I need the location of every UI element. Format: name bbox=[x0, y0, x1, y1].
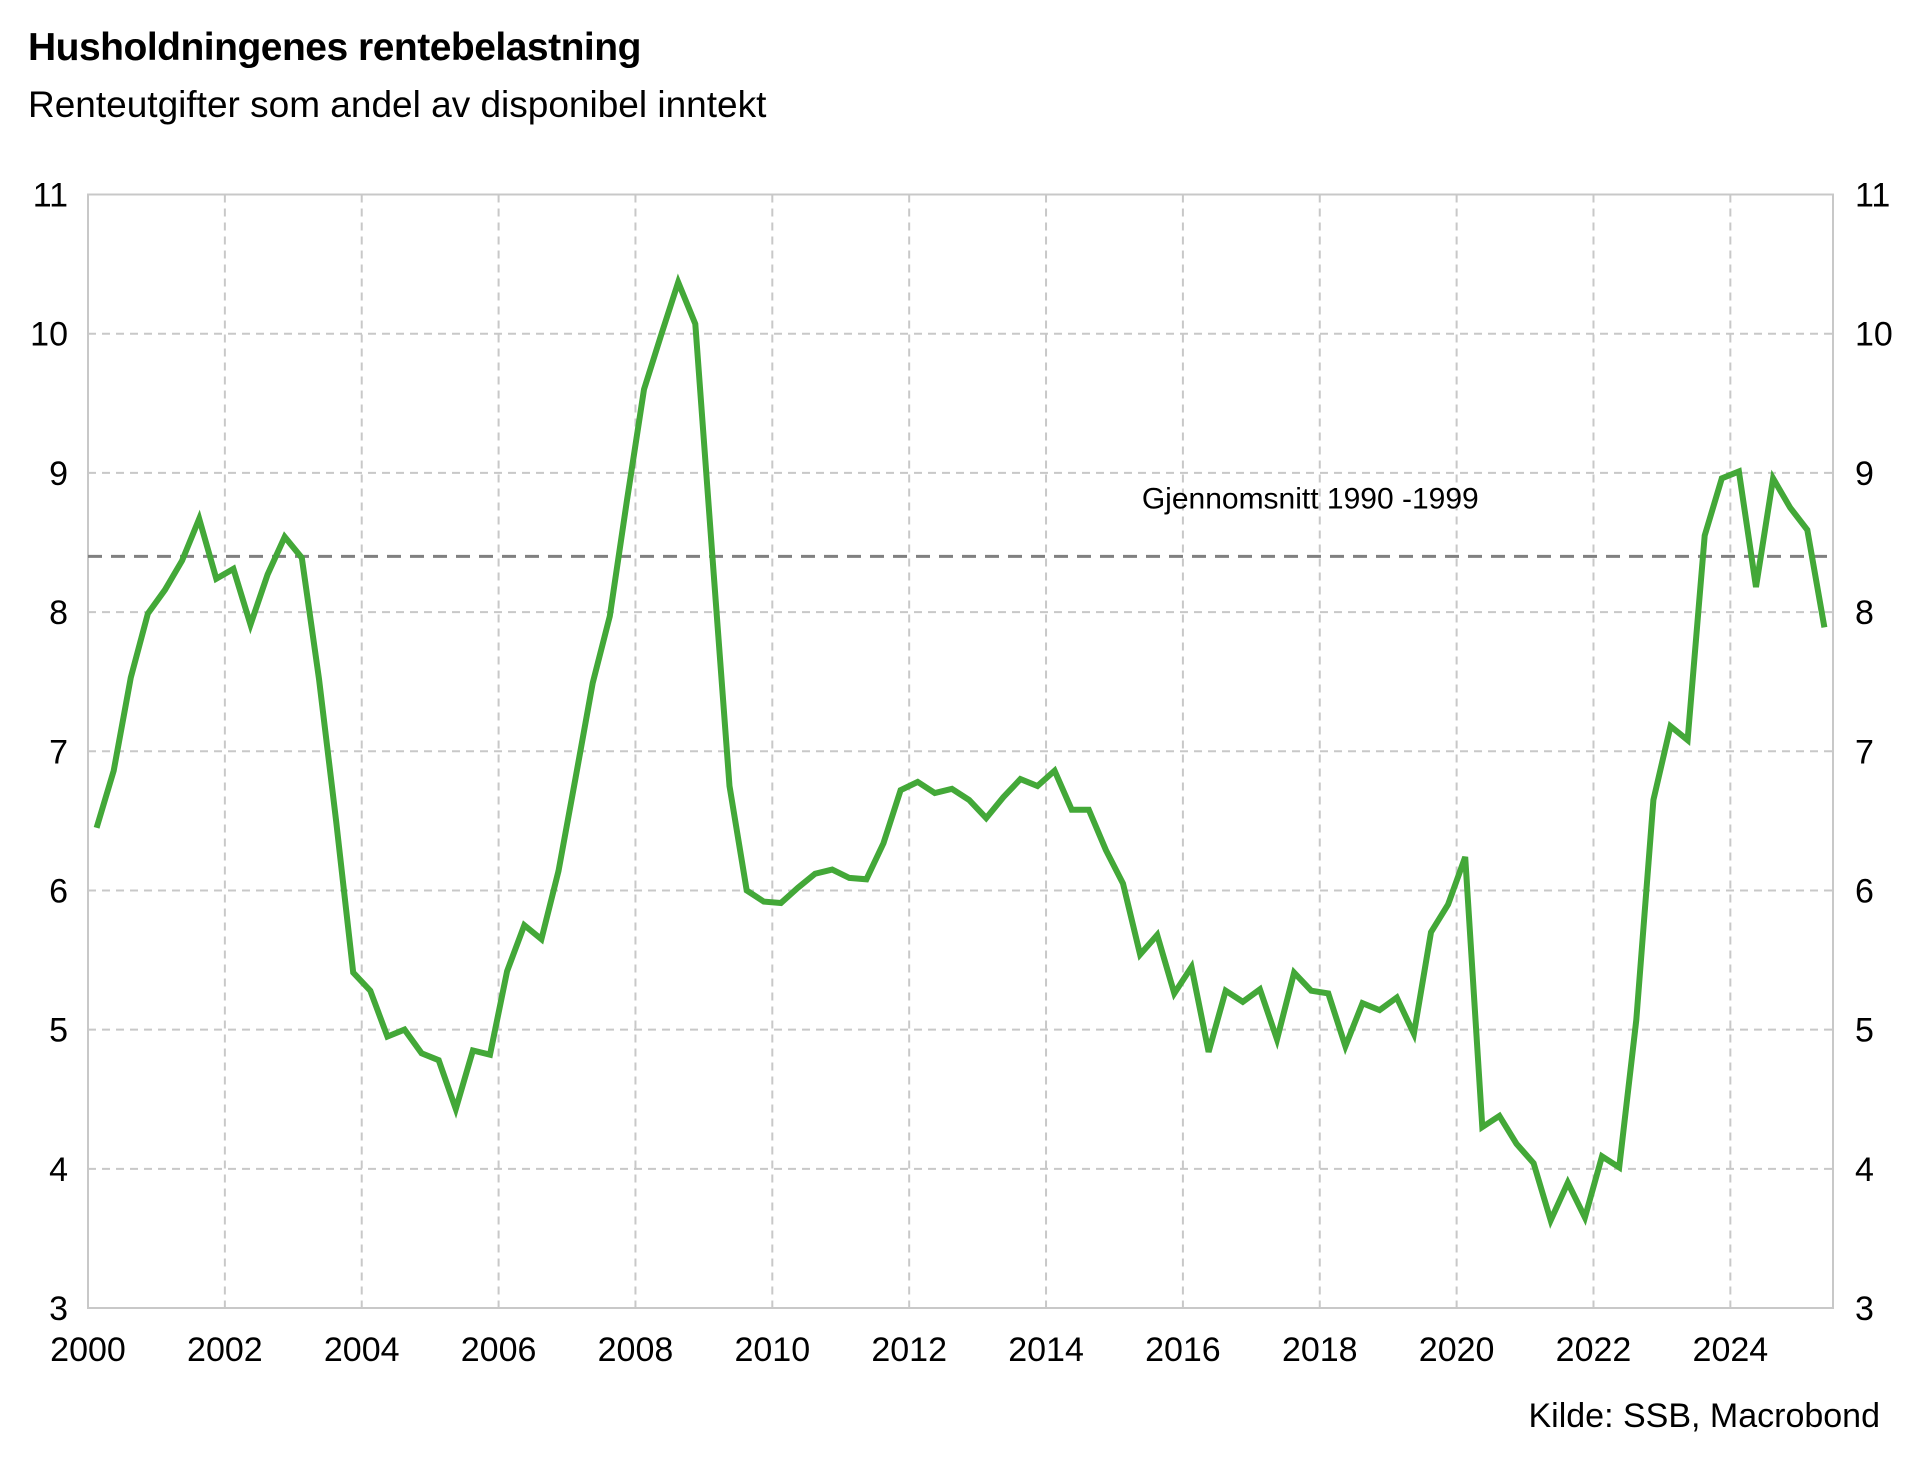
y-axis-left: 3 4 5 6 7 8 9 10 11 bbox=[30, 177, 68, 1329]
series-line-rentebelastning bbox=[93, 273, 1828, 1229]
x-tick-label: 2002 bbox=[187, 1331, 263, 1369]
y-tick-label-left: 5 bbox=[49, 1012, 68, 1050]
x-tick-label: 2014 bbox=[1008, 1331, 1084, 1369]
y-tick-label-left: 9 bbox=[49, 455, 68, 493]
x-tick-label: 2016 bbox=[1145, 1331, 1221, 1369]
chart-subtitle: Renteutgifter som andel av disponibel in… bbox=[28, 84, 767, 125]
y-axis-right: 3 4 5 6 7 8 9 10 11 bbox=[1855, 177, 1893, 1329]
x-tick-label: 2024 bbox=[1693, 1331, 1769, 1369]
gridlines bbox=[88, 194, 1833, 1308]
y-tick-label-left: 8 bbox=[49, 594, 68, 632]
chart-title: Husholdningenes rentebelastning bbox=[28, 26, 641, 69]
y-tick-label-left: 10 bbox=[30, 316, 68, 354]
y-tick-label-right: 8 bbox=[1855, 594, 1874, 632]
y-tick-label-left: 4 bbox=[49, 1151, 68, 1189]
x-tick-label: 2008 bbox=[598, 1331, 674, 1369]
y-tick-label-left: 6 bbox=[49, 872, 68, 910]
y-tick-label-right: 5 bbox=[1855, 1012, 1874, 1050]
plot-frame bbox=[87, 193, 1834, 1309]
x-tick-label: 2022 bbox=[1556, 1331, 1632, 1369]
y-tick-label-right: 6 bbox=[1855, 872, 1874, 910]
x-tick-label: 2010 bbox=[734, 1331, 810, 1369]
reference-line-label: Gjennomsnitt 1990 -1999 bbox=[1142, 482, 1479, 515]
y-tick-label-left: 7 bbox=[49, 733, 68, 771]
y-tick-label-right: 9 bbox=[1855, 455, 1874, 493]
y-tick-label-right: 3 bbox=[1855, 1290, 1874, 1328]
y-tick-label-right: 10 bbox=[1855, 316, 1893, 354]
x-tick-label: 2020 bbox=[1419, 1331, 1495, 1369]
y-tick-label-right: 4 bbox=[1855, 1151, 1874, 1189]
x-tick-label: 2012 bbox=[871, 1331, 947, 1369]
x-tick-label: 2006 bbox=[461, 1331, 537, 1369]
y-tick-label-right: 7 bbox=[1855, 733, 1874, 771]
x-tick-label: 2018 bbox=[1282, 1331, 1358, 1369]
y-tick-label-left: 3 bbox=[49, 1290, 68, 1328]
x-axis: 2000 2002 2004 2006 2008 2010 2012 2014 2016 2018… bbox=[50, 1331, 1768, 1369]
y-tick-label-right: 11 bbox=[1855, 177, 1890, 215]
y-tick-label-left: 11 bbox=[33, 177, 68, 215]
source-note: Kilde: SSB, Macrobond bbox=[1528, 1397, 1880, 1435]
data-points bbox=[96, 282, 1825, 1221]
x-tick-label: 2004 bbox=[324, 1331, 400, 1369]
x-tick-label: 2000 bbox=[50, 1331, 126, 1369]
